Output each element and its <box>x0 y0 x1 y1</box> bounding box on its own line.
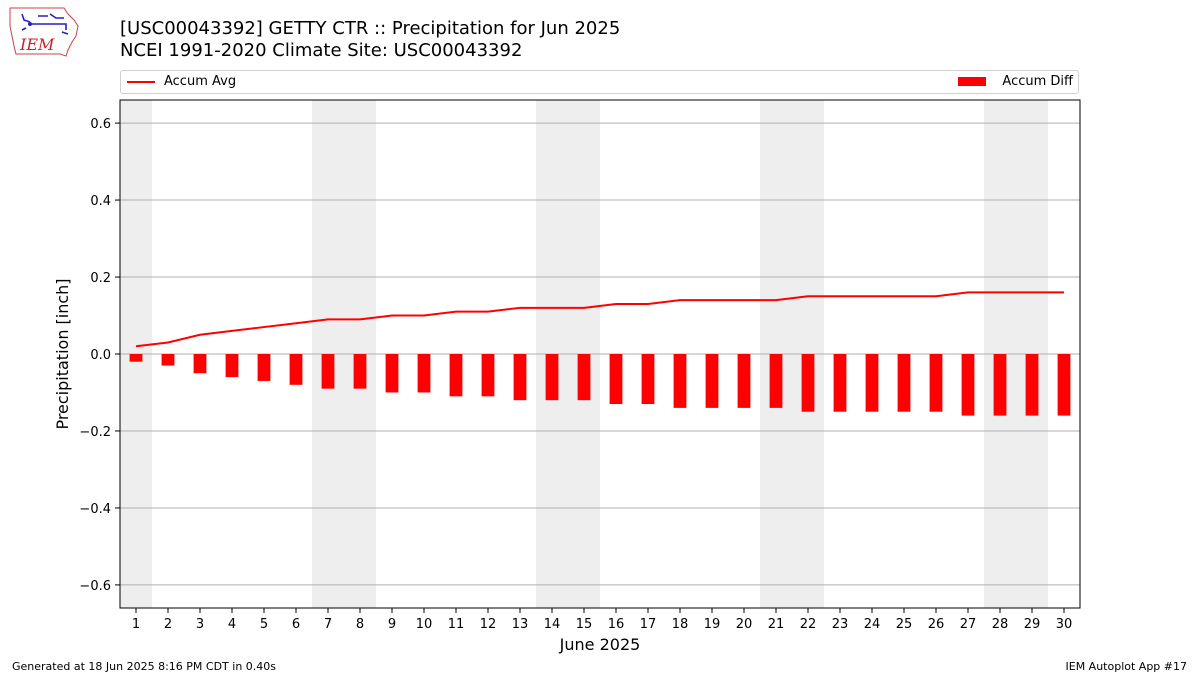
x-tick-label: 16 <box>608 617 625 632</box>
x-tick-label: 22 <box>800 617 817 632</box>
accum-diff-bar <box>481 354 495 397</box>
iem-logo: IEM <box>9 7 79 57</box>
x-tick-label: 18 <box>672 617 689 632</box>
accum-diff-bar <box>801 354 815 412</box>
x-tick-label: 4 <box>228 617 236 632</box>
accum-diff-bar <box>929 354 943 412</box>
accum-diff-bar <box>513 354 527 401</box>
y-tick-label: −0.2 <box>79 425 111 440</box>
x-tick-label: 10 <box>416 617 433 632</box>
accum-diff-bar <box>321 354 335 389</box>
accum-diff-bar <box>449 354 463 397</box>
accum-diff-bar <box>705 354 719 408</box>
footer-generated: Generated at 18 Jun 2025 8:16 PM CDT in … <box>12 660 277 673</box>
accum-diff-bar <box>257 354 271 381</box>
chart-subtitle: NCEI 1991-2020 Climate Site: USC00043392 <box>120 40 523 61</box>
x-tick-label: 30 <box>1056 617 1073 632</box>
legend-avg-label: Accum Avg <box>164 74 237 89</box>
x-tick-label: 26 <box>928 617 945 632</box>
x-tick-label: 27 <box>960 617 977 632</box>
x-tick-label: 1 <box>132 617 140 632</box>
accum-diff-bars <box>129 354 1071 416</box>
x-tick-label: 19 <box>704 617 721 632</box>
y-tick-label: 0.0 <box>90 348 111 363</box>
accum-diff-bar <box>737 354 751 408</box>
legend-diff-swatch <box>958 77 986 86</box>
accum-diff-bar <box>769 354 783 408</box>
accum-diff-bar <box>961 354 975 416</box>
x-tick-label: 15 <box>576 617 593 632</box>
y-tick-label: 0.4 <box>90 194 111 209</box>
accum-diff-bar <box>385 354 399 393</box>
x-axis-ticks: 1 2 3 4 5 6 7 8 9 10 11 12 13 14 15 16 17 18 19 20 21 22 23 24 2… <box>132 608 1072 632</box>
x-axis-label: June 2025 <box>559 635 641 654</box>
x-tick-label: 25 <box>896 617 913 632</box>
x-tick-label: 21 <box>768 617 785 632</box>
x-tick-label: 14 <box>544 617 561 632</box>
accum-diff-bar <box>641 354 655 405</box>
x-tick-label: 6 <box>292 617 300 632</box>
x-tick-label: 23 <box>832 617 849 632</box>
y-axis-ticks: −0.6 −0.4 −0.2 0.0 0.2 0.4 0.6 <box>79 117 120 594</box>
accum-diff-bar <box>161 354 175 366</box>
y-tick-label: 0.6 <box>90 117 111 132</box>
y-tick-label: −0.6 <box>79 579 111 594</box>
accum-diff-bar <box>993 354 1007 416</box>
legend-avg-swatch <box>127 81 155 83</box>
x-tick-label: 11 <box>448 617 465 632</box>
weekend-shading <box>120 100 1048 608</box>
legend: Accum Avg Accum Diff <box>120 70 1079 94</box>
x-tick-label: 7 <box>324 617 332 632</box>
legend-diff-label: Accum Diff <box>1002 74 1073 89</box>
accum-diff-bar <box>577 354 591 401</box>
x-tick-label: 5 <box>260 617 268 632</box>
chart-title: [USC00043392] GETTY CTR :: Precipitation… <box>120 18 621 39</box>
accum-diff-bar <box>1057 354 1071 416</box>
x-tick-label: 24 <box>864 617 881 632</box>
accum-diff-bar <box>289 354 303 385</box>
accum-avg-line <box>135 291 1064 348</box>
accum-diff-bar <box>225 354 239 378</box>
y-tick-label: 0.2 <box>90 271 111 286</box>
x-tick-label: 9 <box>388 617 396 632</box>
x-tick-label: 20 <box>736 617 753 632</box>
footer-app: IEM Autoplot App #17 <box>1065 660 1188 673</box>
accum-diff-bar <box>897 354 911 412</box>
x-tick-label: 29 <box>1024 617 1041 632</box>
accum-diff-bar <box>673 354 687 408</box>
x-tick-label: 13 <box>512 617 529 632</box>
x-tick-label: 28 <box>992 617 1009 632</box>
accum-diff-bar <box>865 354 879 412</box>
accum-diff-bar <box>417 354 431 393</box>
accum-diff-bar <box>609 354 623 405</box>
x-tick-label: 12 <box>480 617 497 632</box>
x-tick-label: 3 <box>196 617 204 632</box>
svg-text:IEM: IEM <box>19 35 55 54</box>
x-tick-label: 2 <box>164 617 172 632</box>
accum-diff-bar <box>545 354 559 401</box>
gridlines <box>120 122 1080 586</box>
accum-diff-bar <box>129 354 143 362</box>
accum-diff-bar <box>193 354 207 374</box>
accum-diff-bar <box>833 354 847 412</box>
x-tick-label: 17 <box>640 617 657 632</box>
accum-avg-line-group <box>135 291 1064 348</box>
accum-diff-bar <box>353 354 367 389</box>
y-axis-label: Precipitation [inch] <box>53 278 72 429</box>
x-tick-label: 8 <box>356 617 364 632</box>
y-tick-label: −0.4 <box>79 502 111 517</box>
accum-diff-bar <box>1025 354 1039 416</box>
